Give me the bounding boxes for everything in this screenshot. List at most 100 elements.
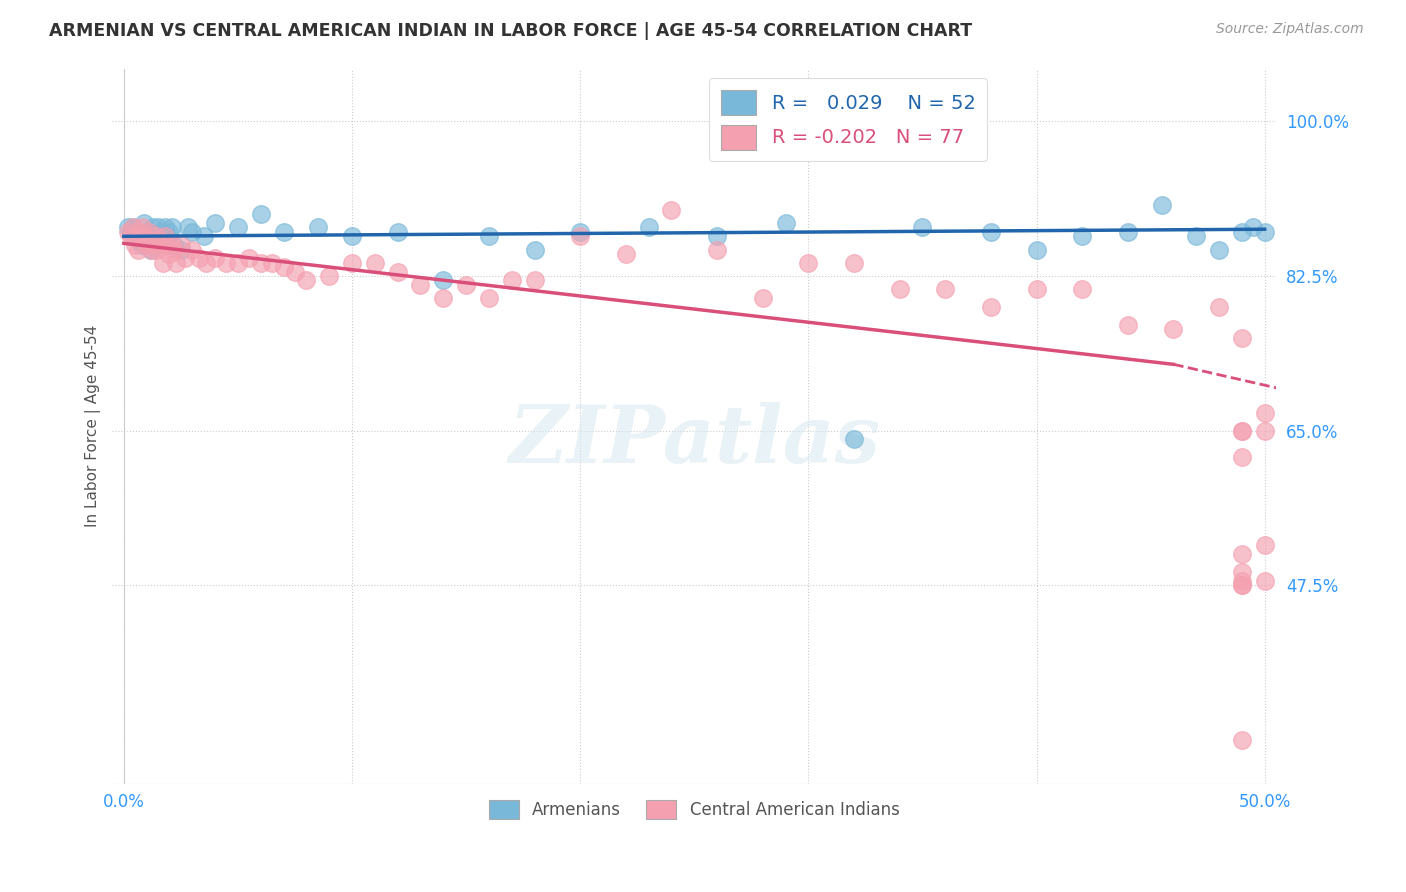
Point	[614, 247, 637, 261]
Point	[127, 225, 149, 239]
Point	[181, 225, 204, 239]
Point	[1025, 243, 1047, 257]
Point	[501, 273, 523, 287]
Point	[478, 291, 501, 305]
Point	[226, 256, 249, 270]
Point	[142, 220, 165, 235]
Point	[226, 220, 249, 235]
Point	[170, 238, 193, 252]
Point	[194, 256, 217, 270]
Point	[1230, 450, 1253, 464]
Point	[1116, 225, 1139, 239]
Point	[1150, 198, 1173, 212]
Point	[1071, 282, 1094, 296]
Point	[775, 216, 797, 230]
Point	[706, 229, 728, 244]
Point	[193, 229, 215, 244]
Point	[135, 238, 157, 252]
Point	[432, 273, 454, 287]
Point	[146, 238, 169, 252]
Point	[204, 252, 226, 266]
Point	[138, 225, 160, 239]
Point	[1253, 538, 1275, 552]
Point	[131, 220, 153, 235]
Text: ARMENIAN VS CENTRAL AMERICAN INDIAN IN LABOR FORCE | AGE 45-54 CORRELATION CHART: ARMENIAN VS CENTRAL AMERICAN INDIAN IN L…	[49, 22, 973, 40]
Point	[569, 225, 592, 239]
Point	[156, 238, 179, 252]
Y-axis label: In Labor Force | Age 45-54: In Labor Force | Age 45-54	[86, 325, 101, 527]
Point	[120, 229, 142, 244]
Point	[138, 225, 160, 239]
Point	[569, 229, 592, 244]
Point	[156, 229, 179, 244]
Point	[152, 256, 174, 270]
Point	[159, 225, 181, 239]
Point	[934, 282, 956, 296]
Point	[1208, 300, 1230, 314]
Point	[249, 256, 271, 270]
Point	[135, 225, 157, 239]
Point	[170, 243, 193, 257]
Text: Source: ZipAtlas.com: Source: ZipAtlas.com	[1216, 22, 1364, 37]
Point	[1230, 547, 1253, 561]
Point	[134, 216, 156, 230]
Point	[174, 252, 197, 266]
Point	[141, 243, 163, 257]
Point	[1253, 225, 1275, 239]
Point	[284, 264, 307, 278]
Point	[152, 225, 174, 239]
Point	[1163, 322, 1185, 336]
Point	[177, 220, 200, 235]
Point	[1230, 574, 1253, 588]
Point	[364, 256, 387, 270]
Point	[273, 260, 295, 275]
Point	[163, 243, 186, 257]
Point	[340, 229, 363, 244]
Point	[131, 238, 153, 252]
Point	[238, 252, 260, 266]
Point	[124, 229, 146, 244]
Point	[160, 238, 183, 252]
Point	[751, 291, 773, 305]
Point	[1253, 424, 1275, 438]
Point	[135, 229, 157, 244]
Point	[980, 225, 1002, 239]
Point	[1253, 574, 1275, 588]
Point	[160, 220, 183, 235]
Point	[1230, 424, 1253, 438]
Point	[124, 238, 146, 252]
Point	[1025, 282, 1047, 296]
Point	[149, 234, 172, 248]
Point	[128, 229, 150, 244]
Point	[911, 220, 934, 235]
Point	[1230, 578, 1253, 592]
Point	[188, 252, 211, 266]
Point	[153, 220, 176, 235]
Point	[1071, 229, 1094, 244]
Point	[163, 238, 186, 252]
Text: ZIPatlas: ZIPatlas	[508, 401, 880, 479]
Point	[706, 243, 728, 257]
Point	[145, 229, 167, 244]
Point	[523, 243, 546, 257]
Point	[165, 256, 187, 270]
Point	[1230, 225, 1253, 239]
Point	[142, 234, 165, 248]
Point	[145, 229, 167, 244]
Point	[842, 256, 865, 270]
Point	[1230, 732, 1253, 747]
Point	[387, 264, 409, 278]
Point	[153, 229, 176, 244]
Point	[249, 207, 271, 221]
Point	[117, 225, 139, 239]
Point	[318, 268, 340, 283]
Point	[215, 256, 238, 270]
Point	[661, 202, 683, 217]
Point	[432, 291, 454, 305]
Point	[1208, 243, 1230, 257]
Point	[523, 273, 546, 287]
Point	[387, 225, 409, 239]
Point	[1230, 578, 1253, 592]
Point	[149, 234, 172, 248]
Point	[120, 225, 142, 239]
